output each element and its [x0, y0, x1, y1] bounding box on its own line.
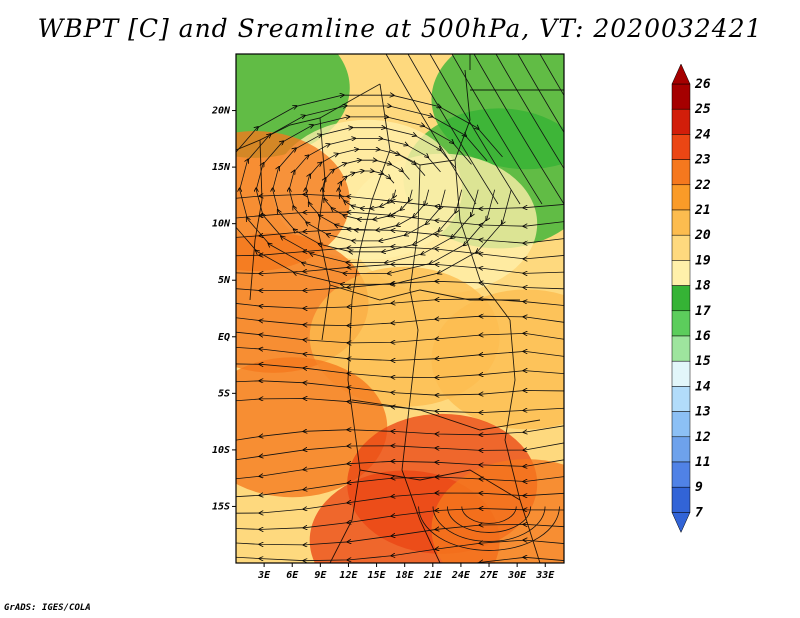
streamline — [236, 212, 564, 226]
streamline — [236, 459, 564, 480]
colorbar-label: 9 — [695, 480, 703, 495]
lon-tick-label: 24E — [451, 570, 471, 581]
lon-tick-label: 15E — [368, 570, 387, 581]
streamline — [461, 506, 517, 524]
colorbar-swatch — [671, 260, 691, 286]
colorbar: 26 25 24 23 22 21 20 19 18 17 16 15 14 13 12 11 9 7 — [671, 63, 711, 534]
colorbar-swatch — [671, 234, 691, 261]
streamline — [236, 381, 564, 395]
colorbar-label: 22 — [694, 178, 711, 193]
colorbar-swatch — [671, 360, 691, 387]
colorbar-swatch — [671, 486, 691, 513]
colorbar-label: 25 — [694, 102, 711, 117]
streamline — [236, 330, 564, 343]
lat-tick-label: 20N — [211, 106, 231, 117]
streamline — [236, 299, 564, 309]
colorbar-label: 23 — [694, 153, 711, 168]
colorbar-swatch — [671, 411, 691, 438]
lon-tick-label: 21E — [423, 570, 443, 581]
colorbar-label: 19 — [695, 253, 711, 268]
colorbar-label: 26 — [694, 77, 711, 92]
footer-credit: GrADS: IGES/COLA — [4, 603, 91, 613]
lat-tick-label: 10S — [212, 445, 230, 456]
colorbar-label: 15 — [695, 354, 711, 369]
colorbar-swatch — [671, 285, 691, 312]
streamline — [236, 364, 564, 378]
latitude-axis: 20N 15N 10N 5N EQ 5S 10S 15S — [211, 106, 236, 512]
streamline — [236, 442, 564, 461]
colorbar-swatch — [671, 386, 691, 412]
lat-tick-label: EQ — [218, 332, 230, 343]
colorbar-label: 13 — [695, 405, 711, 420]
lon-tick-label: 3E — [257, 570, 271, 581]
streamline — [236, 229, 564, 243]
colorbar-swatch — [671, 108, 691, 135]
streamline — [236, 346, 564, 360]
lat-tick-label: 5N — [218, 275, 231, 286]
colorbar-min-triangle — [671, 512, 691, 534]
colorbar-swatch — [671, 184, 691, 211]
lat-tick-label: 10N — [212, 219, 231, 230]
lon-tick-label: 18E — [396, 570, 415, 581]
streamline — [236, 264, 564, 273]
colorbar-max-triangle — [671, 63, 691, 85]
colorbar-label: 21 — [694, 203, 711, 218]
colorbar-swatch — [671, 461, 691, 488]
streamline — [473, 54, 564, 205]
wbpt-region — [431, 289, 564, 430]
streamline — [432, 506, 546, 542]
streamline — [517, 54, 564, 134]
colorbar-swatch — [671, 436, 691, 463]
streamline — [429, 54, 521, 205]
lon-tick-label: 33E — [535, 570, 555, 581]
colorbar-label: 11 — [695, 455, 711, 470]
streamline — [385, 54, 477, 205]
colorbar-swatch — [671, 310, 691, 337]
streamline — [539, 54, 564, 97]
lon-tick-label: 6E — [286, 570, 299, 581]
colorbar-label: 12 — [695, 430, 711, 445]
streamline — [236, 316, 564, 326]
colorbar-label: 14 — [695, 379, 711, 394]
map-frame — [235, 53, 565, 564]
lon-tick-label: 30E — [507, 570, 527, 581]
lat-tick-label: 15S — [212, 501, 230, 512]
lon-tick-label: 9E — [314, 570, 327, 581]
colorbar-label: 18 — [695, 279, 711, 294]
streamline — [451, 54, 543, 205]
chart-title: WBPT [C] and Sreamline at 500hPa, VT: 20… — [37, 14, 763, 43]
streamline — [236, 425, 564, 441]
streamline — [447, 506, 532, 533]
colorbar-label: 20 — [694, 228, 711, 243]
streamline — [407, 54, 499, 205]
colorbar-swatch — [671, 134, 691, 160]
colorbar-swatch — [671, 335, 691, 362]
lat-tick-label: 15N — [212, 162, 231, 173]
streamline — [236, 194, 564, 208]
streamline — [418, 506, 560, 551]
streamline — [217, 557, 564, 563]
colorbar-label: 24 — [694, 127, 711, 142]
colorbar-swatch — [671, 83, 691, 110]
lon-tick-label: 27E — [479, 570, 499, 581]
lon-tick-label: 12E — [339, 570, 358, 581]
colorbar-label: 17 — [695, 304, 711, 319]
map-area — [217, 54, 564, 563]
colorbar-swatch — [671, 209, 691, 236]
longitude-axis: 3E 6E 9E 12E 15E 18E 21E 24E 27E 30E 33E — [257, 563, 555, 581]
colorbar-label: 7 — [695, 505, 703, 520]
streamline — [236, 247, 564, 259]
streamline — [236, 281, 564, 290]
colorbar-label: 16 — [695, 329, 711, 344]
colorbar-swatch — [671, 159, 691, 186]
lat-tick-label: 5S — [218, 388, 230, 399]
streamline — [236, 399, 564, 413]
streamline — [495, 54, 564, 170]
streamlines — [217, 54, 564, 563]
